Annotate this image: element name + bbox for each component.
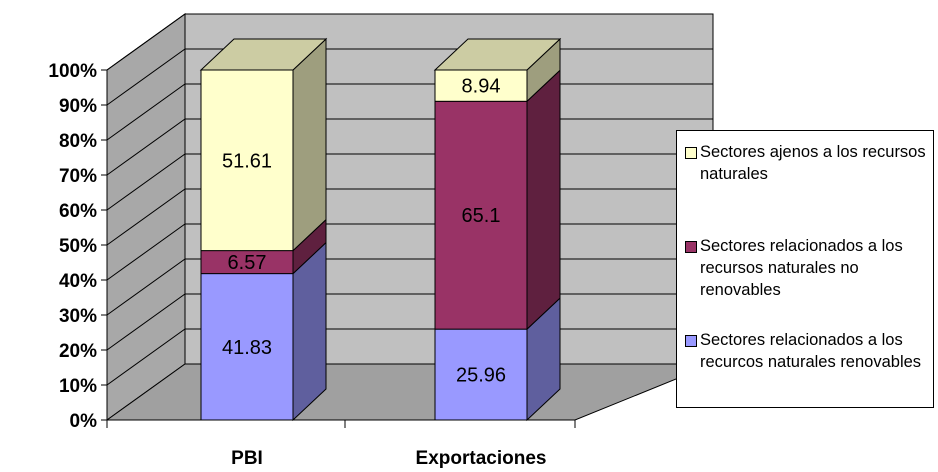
data-label: 8.94 <box>462 76 501 98</box>
legend-label: Sectores relacionados a los recurcos nat… <box>700 331 922 371</box>
chart-labels: 0% 10% 20% 30% 40% 50% 60% 70% 80% 90% 100% 41.83 6.… <box>48 61 546 469</box>
legend-swatch-renovables <box>685 335 697 347</box>
bar-segment <box>200 69 294 252</box>
floor <box>105 363 714 421</box>
bar-side <box>526 69 561 331</box>
y-tick-label: 80% <box>59 131 97 152</box>
legend-item-ajenos: Sectores ajenos a los recursos naturales <box>685 141 930 185</box>
legend-label: Sectores ajenos a los recursos naturales <box>700 143 926 183</box>
y-tick-label: 10% <box>59 376 97 397</box>
y-tick-label: 100% <box>48 61 97 82</box>
y-tick-label: 50% <box>59 236 97 257</box>
legend-swatch-ajenos <box>685 147 697 159</box>
category-label: PBI <box>231 448 263 469</box>
legend-item-renovables: Sectores relacionados a los recurcos nat… <box>685 329 930 373</box>
data-label: 65.1 <box>462 205 501 227</box>
chart-legend: Sectores ajenos a los recursos naturales… <box>676 130 934 408</box>
category-label: Exportaciones <box>416 448 547 469</box>
bar-segment <box>434 328 528 421</box>
bar-top <box>199 38 328 71</box>
bar-segment <box>434 69 528 102</box>
y-tick-label: 60% <box>59 201 97 222</box>
bar-side <box>292 37 327 252</box>
y-tick-label: 40% <box>59 271 97 292</box>
bar-segment <box>434 100 528 330</box>
gridline <box>106 13 713 71</box>
chart-walls <box>101 13 714 428</box>
data-label: 6.57 <box>228 252 267 274</box>
y-tick-label: 30% <box>59 306 97 327</box>
legend-item-no-renovables: Sectores relacionados a los recursos nat… <box>685 235 930 301</box>
data-label: 25.96 <box>456 365 506 387</box>
y-tick-label: 0% <box>70 411 98 432</box>
chart-bars <box>199 37 562 422</box>
y-tick-label: 70% <box>59 166 97 187</box>
data-label: 51.61 <box>222 150 272 172</box>
data-label: 41.83 <box>222 337 272 359</box>
bar-top <box>433 38 562 71</box>
legend-swatch-no-renovables <box>685 241 697 253</box>
y-tick-label: 90% <box>59 96 97 117</box>
y-tick-label: 20% <box>59 341 97 362</box>
legend-label: Sectores relacionados a los recursos nat… <box>700 237 903 299</box>
